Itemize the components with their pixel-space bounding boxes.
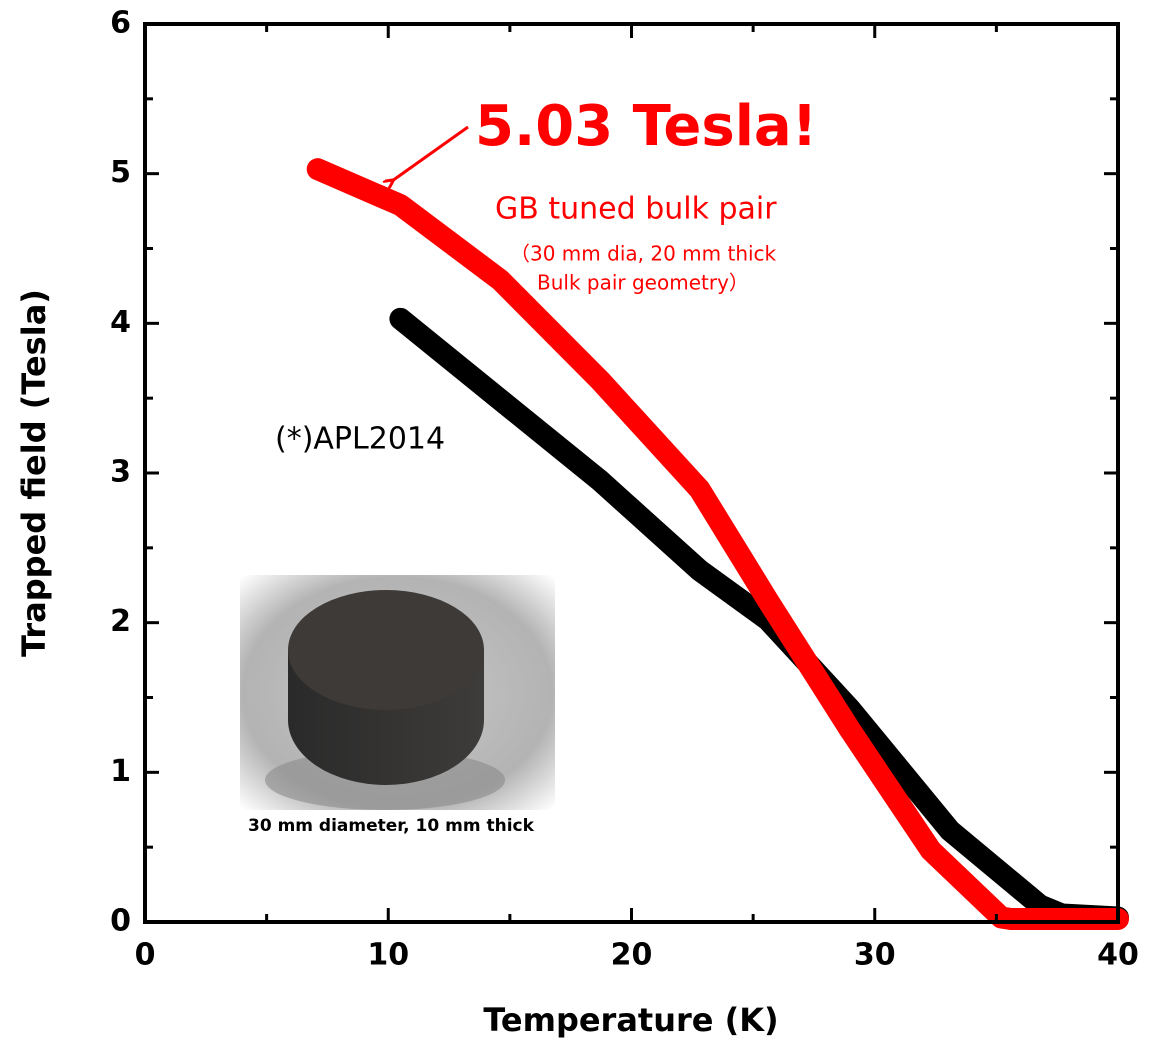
x-tick-label: 10 xyxy=(367,938,409,973)
page: {"chart_data": { "type": "line", "x_labe… xyxy=(0,0,1149,1055)
photo xyxy=(240,575,555,810)
annotation: （30 mm dia, 20 mm thick xyxy=(510,242,777,266)
annotation-arrow xyxy=(392,127,468,181)
y-tick-label: 3 xyxy=(110,455,131,490)
annotation: Bulk pair geometry） xyxy=(537,271,749,295)
y-tick-label: 6 xyxy=(110,6,131,41)
y-tick-label: 5 xyxy=(110,155,131,190)
x-tick-label: 40 xyxy=(1097,938,1139,973)
x-tick-label: 0 xyxy=(135,938,156,973)
y-tick-label: 0 xyxy=(110,904,131,939)
x-tick-label: 20 xyxy=(611,938,653,973)
x-axis-title: Temperature (K) xyxy=(483,1001,778,1039)
y-tick-label: 1 xyxy=(110,754,131,789)
y-axis-title: Trapped field (Tesla) xyxy=(15,289,53,657)
y-tick-label: 2 xyxy=(110,604,131,639)
chart: Temperature (K) Trapped field (Tesla) 0 1… xyxy=(0,0,1149,1055)
y-tick-label: 4 xyxy=(110,305,131,340)
annotation: 30 mm diameter, 10 mm thick xyxy=(248,816,535,836)
annotation: 5.03 Tesla! xyxy=(475,94,817,159)
annotation: GB tuned bulk pair xyxy=(495,192,777,227)
x-tick-label: 30 xyxy=(854,938,896,973)
annotation: (*)APL2014 xyxy=(275,422,445,457)
